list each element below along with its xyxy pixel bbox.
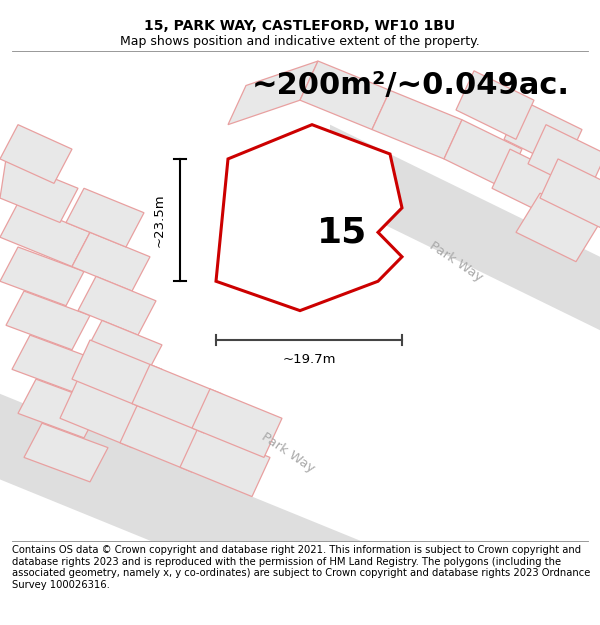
- Polygon shape: [192, 389, 282, 458]
- Polygon shape: [216, 124, 402, 311]
- Text: Park Way: Park Way: [427, 239, 485, 284]
- Polygon shape: [78, 276, 156, 335]
- Polygon shape: [372, 91, 462, 159]
- Polygon shape: [540, 159, 600, 228]
- Polygon shape: [0, 247, 84, 306]
- Text: 15: 15: [317, 216, 367, 249]
- Polygon shape: [0, 203, 90, 267]
- Text: Map shows position and indicative extent of the property.: Map shows position and indicative extent…: [120, 35, 480, 48]
- Text: Contains OS data © Crown copyright and database right 2021. This information is : Contains OS data © Crown copyright and d…: [12, 545, 590, 590]
- Polygon shape: [456, 71, 534, 139]
- Polygon shape: [72, 232, 150, 291]
- Polygon shape: [120, 404, 210, 472]
- Polygon shape: [18, 379, 102, 438]
- Polygon shape: [330, 124, 600, 345]
- Polygon shape: [132, 364, 222, 433]
- Polygon shape: [0, 124, 72, 183]
- Polygon shape: [300, 61, 390, 129]
- Text: ~200m²/~0.049ac.: ~200m²/~0.049ac.: [252, 71, 570, 100]
- Polygon shape: [444, 120, 522, 188]
- Polygon shape: [0, 159, 78, 222]
- Polygon shape: [504, 100, 582, 169]
- Polygon shape: [6, 291, 90, 350]
- Text: ~19.7m: ~19.7m: [282, 353, 336, 366]
- Polygon shape: [24, 423, 108, 482]
- Text: 15, PARK WAY, CASTLEFORD, WF10 1BU: 15, PARK WAY, CASTLEFORD, WF10 1BU: [145, 19, 455, 33]
- Polygon shape: [180, 428, 270, 497]
- Polygon shape: [12, 335, 96, 394]
- Polygon shape: [72, 340, 162, 409]
- Text: ~23.5m: ~23.5m: [152, 193, 166, 247]
- Text: Park Way: Park Way: [259, 430, 317, 475]
- Polygon shape: [516, 193, 600, 262]
- Polygon shape: [228, 61, 318, 124]
- Polygon shape: [0, 394, 360, 614]
- Polygon shape: [528, 124, 600, 193]
- Polygon shape: [90, 364, 168, 423]
- Polygon shape: [84, 321, 162, 379]
- Polygon shape: [66, 188, 144, 247]
- Polygon shape: [492, 149, 570, 218]
- Polygon shape: [60, 379, 150, 448]
